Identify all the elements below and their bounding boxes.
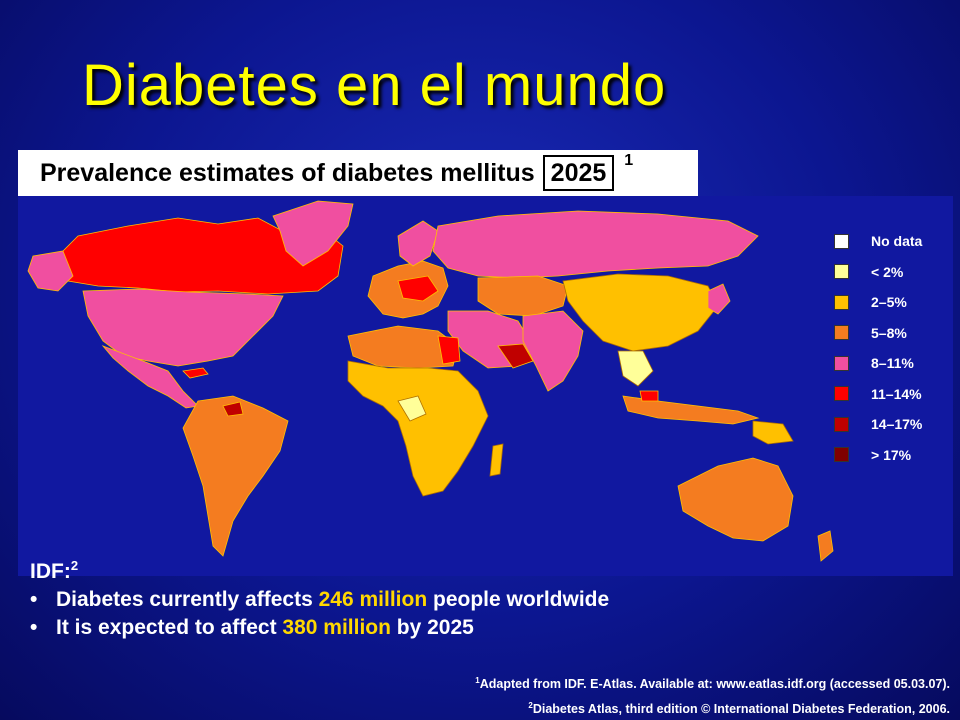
ref-text: Adapted from IDF. E-Atlas. Available at:… bbox=[479, 677, 950, 692]
legend-label: > 17% bbox=[871, 446, 912, 463]
reference-1: 1Adapted from IDF. E-Atlas. Available at… bbox=[475, 670, 950, 695]
legend-item: 8–11% bbox=[834, 348, 949, 379]
legend-label: 14–17% bbox=[871, 416, 923, 433]
legend-item: < 2% bbox=[834, 257, 949, 288]
region-southeast-asia bbox=[617, 350, 654, 387]
region-indonesia bbox=[622, 395, 760, 425]
region-china bbox=[562, 273, 719, 352]
legend-item: 14–17% bbox=[834, 409, 949, 440]
legend-label: 11–14% bbox=[871, 385, 922, 402]
legend-label: No data bbox=[871, 233, 923, 250]
region-russia bbox=[432, 210, 759, 279]
bullet-icon: • bbox=[30, 588, 38, 611]
region-usa bbox=[82, 288, 284, 367]
bullet-text: It is expected to affect 380 million by … bbox=[56, 616, 474, 640]
region-africa bbox=[347, 360, 489, 497]
legend-swatch bbox=[834, 325, 849, 341]
reference-2: 2Diabetes Atlas, third edition © Interna… bbox=[475, 695, 950, 720]
bullet-post: by 2025 bbox=[390, 616, 474, 639]
bullet-highlight: 246 million bbox=[318, 588, 428, 611]
idf-heading: IDF:2 bbox=[30, 558, 609, 584]
idf-facts: IDF:2 • Diabetes currently affects 246 m… bbox=[30, 558, 609, 640]
legend-label: < 2% bbox=[871, 263, 904, 280]
region-south-america bbox=[182, 395, 289, 557]
bullet-post: people worldwide bbox=[427, 588, 610, 611]
bullet-pre: It is expected to affect bbox=[56, 616, 283, 639]
region-papua bbox=[752, 420, 794, 445]
legend-swatch bbox=[834, 416, 849, 432]
region-caribbean bbox=[182, 367, 209, 379]
region-alaska bbox=[27, 250, 74, 292]
world-map bbox=[27, 200, 834, 562]
region-japan bbox=[707, 283, 731, 315]
legend-label: 8–11% bbox=[871, 355, 914, 372]
slide-title: Diabetes en el mundo bbox=[82, 53, 667, 118]
year-box: 2025 bbox=[542, 155, 615, 191]
bullet-pre: Diabetes currently affects bbox=[56, 588, 319, 611]
region-egypt bbox=[437, 335, 461, 365]
region-central-asia bbox=[477, 275, 569, 317]
legend-swatch bbox=[834, 233, 849, 249]
references: 1Adapted from IDF. E-Atlas. Available at… bbox=[475, 670, 950, 720]
ref-sup: 1 bbox=[475, 676, 480, 685]
legend-label: 5–8% bbox=[871, 324, 907, 341]
bullet-highlight: 380 million bbox=[282, 616, 391, 639]
legend-item: 11–14% bbox=[834, 379, 949, 410]
bullet-current: • Diabetes currently affects 246 million… bbox=[30, 588, 609, 612]
legend-label: 2–5% bbox=[871, 294, 907, 311]
region-central-africa-nodata bbox=[397, 395, 427, 422]
legend-swatch bbox=[834, 294, 849, 310]
world-map-panel: No data < 2% 2–5% 5–8% 8–11% 11–14% 14–1… bbox=[18, 196, 953, 576]
map-subtitle: Prevalence estimates of diabetes mellitu… bbox=[40, 158, 535, 187]
bullet-icon: • bbox=[30, 616, 38, 639]
region-mexico bbox=[101, 345, 199, 409]
region-scandinavia bbox=[397, 220, 439, 267]
legend-swatch bbox=[834, 386, 849, 402]
region-central-europe bbox=[397, 275, 439, 302]
footnote-mark: 1 bbox=[624, 152, 634, 169]
legend-item: 2–5% bbox=[834, 287, 949, 318]
region-south-asia bbox=[522, 310, 584, 392]
legend-item: No data bbox=[834, 226, 949, 257]
legend-item: 5–8% bbox=[834, 318, 949, 349]
legend-swatch bbox=[834, 264, 849, 280]
region-canada bbox=[57, 217, 344, 295]
region-australia bbox=[677, 457, 794, 542]
region-guianas bbox=[222, 401, 244, 417]
region-new-zealand bbox=[817, 530, 834, 562]
region-north-africa bbox=[347, 325, 459, 369]
bullet-expected: • It is expected to affect 380 million b… bbox=[30, 616, 609, 640]
idf-heading-sup: 2 bbox=[70, 558, 79, 573]
legend-swatch bbox=[834, 355, 849, 371]
bullet-text: Diabetes currently affects 246 million p… bbox=[56, 588, 609, 612]
idf-heading-text: IDF: bbox=[30, 560, 71, 583]
map-legend: No data < 2% 2–5% 5–8% 8–11% 11–14% 14–1… bbox=[834, 226, 949, 470]
legend-swatch bbox=[834, 447, 849, 463]
region-madagascar bbox=[489, 443, 504, 477]
region-malaysia bbox=[639, 390, 659, 402]
region-greenland bbox=[272, 200, 354, 267]
ref-sup: 2 bbox=[528, 701, 533, 711]
legend-item: > 17% bbox=[834, 440, 949, 471]
map-subtitle-bar: Prevalence estimates of diabetes mellitu… bbox=[18, 150, 698, 196]
ref-text: Diabetes Atlas, third edition © Internat… bbox=[532, 702, 950, 717]
